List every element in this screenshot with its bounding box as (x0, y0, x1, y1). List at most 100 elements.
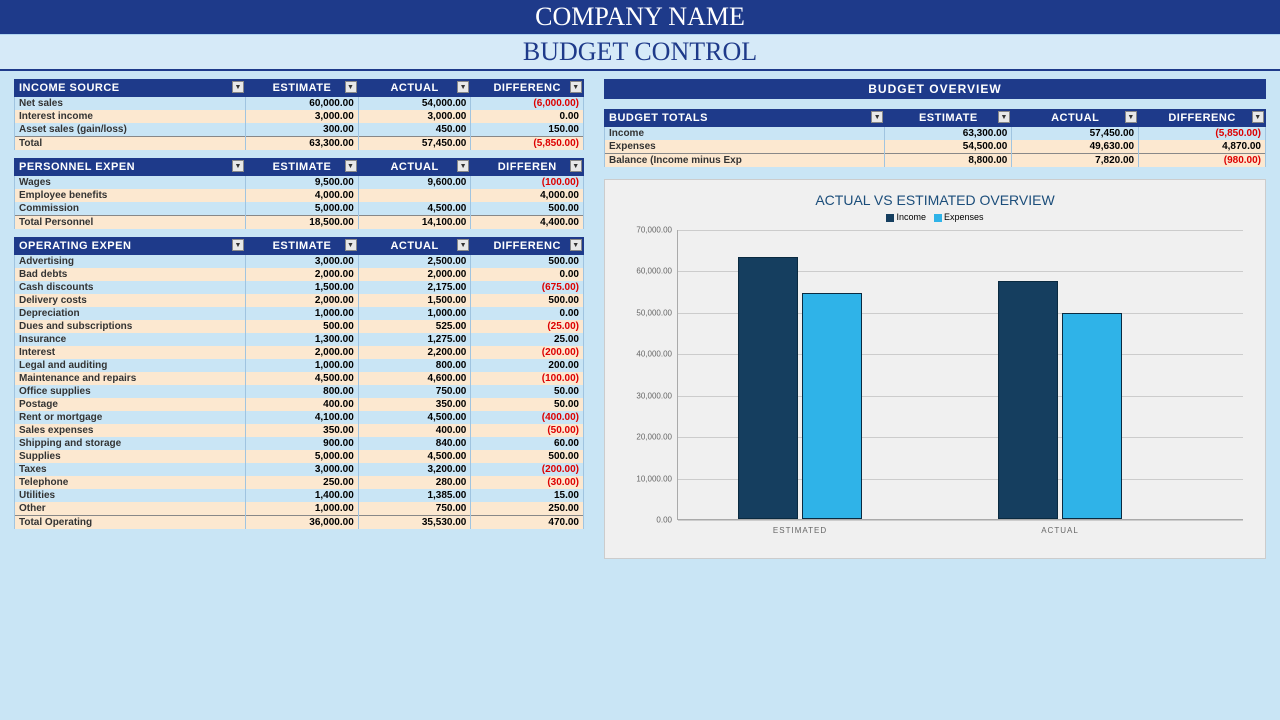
y-axis-label: 70,000.00 (620, 226, 672, 235)
cell-actual: 2,200.00 (358, 346, 471, 359)
y-axis-label: 40,000.00 (620, 350, 672, 359)
cell-estimate: 400.00 (246, 398, 359, 411)
col-header[interactable]: BUDGET TOTALS▼ (605, 110, 885, 127)
col-header[interactable]: ESTIMATE▼ (246, 80, 359, 97)
chart-legend: IncomeExpenses (617, 212, 1253, 222)
company-title: COMPANY NAME (0, 0, 1280, 35)
table-row: Postage400.00350.0050.00 (15, 398, 584, 411)
filter-dropdown-icon[interactable]: ▼ (457, 160, 469, 172)
total-row: Total Personnel18,500.0014,100.004,400.0… (15, 216, 584, 230)
col-header[interactable]: ACTUAL▼ (358, 238, 471, 255)
table-row: Interest income3,000.003,000.000.00 (15, 110, 584, 123)
data-table: INCOME SOURCE▼ESTIMATE▼ACTUAL▼DIFFERENC▼… (14, 79, 584, 150)
filter-dropdown-icon[interactable]: ▼ (1125, 111, 1137, 123)
table-row: Commission5,000.004,500.00500.00 (15, 202, 584, 216)
cell-difference: (980.00) (1139, 154, 1266, 168)
row-label: Net sales (15, 97, 246, 111)
table-row: Rent or mortgage4,100.004,500.00(400.00) (15, 411, 584, 424)
cell-estimate: 63,300.00 (246, 137, 359, 151)
cell-difference: 4,000.00 (471, 189, 584, 202)
cell-difference: 0.00 (471, 307, 584, 320)
balance-label: Balance (Income minus Exp (605, 154, 885, 168)
table-row: Sales expenses350.00400.00(50.00) (15, 424, 584, 437)
cell-estimate: 1,400.00 (246, 489, 359, 502)
cell-estimate: 9,500.00 (246, 176, 359, 190)
cell-difference: (5,850.00) (1139, 127, 1266, 141)
cell-actual: 3,000.00 (358, 110, 471, 123)
col-header[interactable]: DIFFERENC▼ (1139, 110, 1266, 127)
col-header[interactable]: DIFFERENC▼ (471, 80, 584, 97)
right-panel: BUDGET OVERVIEW BUDGET TOTALS▼ESTIMATE▼A… (604, 79, 1266, 559)
filter-dropdown-icon[interactable]: ▼ (232, 160, 244, 172)
col-header[interactable]: ESTIMATE▼ (246, 238, 359, 255)
col-header[interactable]: ACTUAL▼ (1012, 110, 1139, 127)
row-label: Sales expenses (15, 424, 246, 437)
row-label: Supplies (15, 450, 246, 463)
col-header[interactable]: OPERATING EXPEN▼ (15, 238, 246, 255)
cell-difference: (50.00) (471, 424, 584, 437)
table-row: Telephone250.00280.00(30.00) (15, 476, 584, 489)
row-label: Shipping and storage (15, 437, 246, 450)
cell-difference: (5,850.00) (471, 137, 584, 151)
cell-actual: 800.00 (358, 359, 471, 372)
table-row: Taxes3,000.003,200.00(200.00) (15, 463, 584, 476)
cell-actual: 4,500.00 (358, 202, 471, 216)
col-header[interactable]: ESTIMATE▼ (885, 110, 1012, 127)
row-label: Interest income (15, 110, 246, 123)
col-header[interactable]: INCOME SOURCE▼ (15, 80, 246, 97)
filter-dropdown-icon[interactable]: ▼ (570, 239, 582, 251)
cell-difference: 4,400.00 (471, 216, 584, 230)
total-row: Total Operating36,000.0035,530.00470.00 (15, 516, 584, 530)
filter-dropdown-icon[interactable]: ▼ (998, 111, 1010, 123)
cell-difference: 200.00 (471, 359, 584, 372)
col-header[interactable]: PERSONNEL EXPEN▼ (15, 159, 246, 176)
cell-difference: 4,870.00 (1139, 140, 1266, 154)
table-row: Insurance1,300.001,275.0025.00 (15, 333, 584, 346)
cell-actual: 1,275.00 (358, 333, 471, 346)
cell-actual: 2,175.00 (358, 281, 471, 294)
filter-dropdown-icon[interactable]: ▼ (345, 239, 357, 251)
cell-estimate: 800.00 (246, 385, 359, 398)
cell-actual: 450.00 (358, 123, 471, 137)
total-label: Total Personnel (15, 216, 246, 230)
filter-dropdown-icon[interactable]: ▼ (232, 81, 244, 93)
filter-dropdown-icon[interactable]: ▼ (570, 81, 582, 93)
filter-dropdown-icon[interactable]: ▼ (1252, 111, 1264, 123)
cell-actual: 4,500.00 (358, 411, 471, 424)
row-label: Income (605, 127, 885, 141)
filter-dropdown-icon[interactable]: ▼ (232, 239, 244, 251)
cell-difference: 500.00 (471, 450, 584, 463)
cell-estimate: 1,000.00 (246, 502, 359, 516)
filter-dropdown-icon[interactable]: ▼ (457, 239, 469, 251)
col-header[interactable]: ACTUAL▼ (358, 80, 471, 97)
overview-title: BUDGET OVERVIEW (604, 79, 1266, 99)
row-label: Delivery costs (15, 294, 246, 307)
chart-bar (1062, 313, 1122, 519)
filter-dropdown-icon[interactable]: ▼ (570, 160, 582, 172)
cell-difference: 250.00 (471, 502, 584, 516)
row-label: Commission (15, 202, 246, 216)
filter-dropdown-icon[interactable]: ▼ (345, 160, 357, 172)
x-axis-label: ESTIMATED (738, 526, 862, 535)
col-header[interactable]: DIFFERENC▼ (471, 238, 584, 255)
filter-dropdown-icon[interactable]: ▼ (871, 111, 883, 123)
row-label: Expenses (605, 140, 885, 154)
col-header[interactable]: DIFFEREN▼ (471, 159, 584, 176)
budget-totals-table: BUDGET TOTALS▼ESTIMATE▼ACTUAL▼DIFFERENC▼… (604, 109, 1266, 167)
table-row: Asset sales (gain/loss)300.00450.00150.0… (15, 123, 584, 137)
row-label: Legal and auditing (15, 359, 246, 372)
table-row: Bad debts2,000.002,000.000.00 (15, 268, 584, 281)
filter-dropdown-icon[interactable]: ▼ (457, 81, 469, 93)
row-label: Office supplies (15, 385, 246, 398)
legend-item: Expenses (934, 212, 984, 222)
cell-actual: 35,530.00 (358, 516, 471, 530)
filter-dropdown-icon[interactable]: ▼ (345, 81, 357, 93)
cell-difference: 150.00 (471, 123, 584, 137)
cell-difference: 500.00 (471, 294, 584, 307)
cell-estimate: 54,500.00 (885, 140, 1012, 154)
cell-estimate: 8,800.00 (885, 154, 1012, 168)
cell-difference: (200.00) (471, 346, 584, 359)
col-header[interactable]: ESTIMATE▼ (246, 159, 359, 176)
cell-difference: (100.00) (471, 372, 584, 385)
col-header[interactable]: ACTUAL▼ (358, 159, 471, 176)
